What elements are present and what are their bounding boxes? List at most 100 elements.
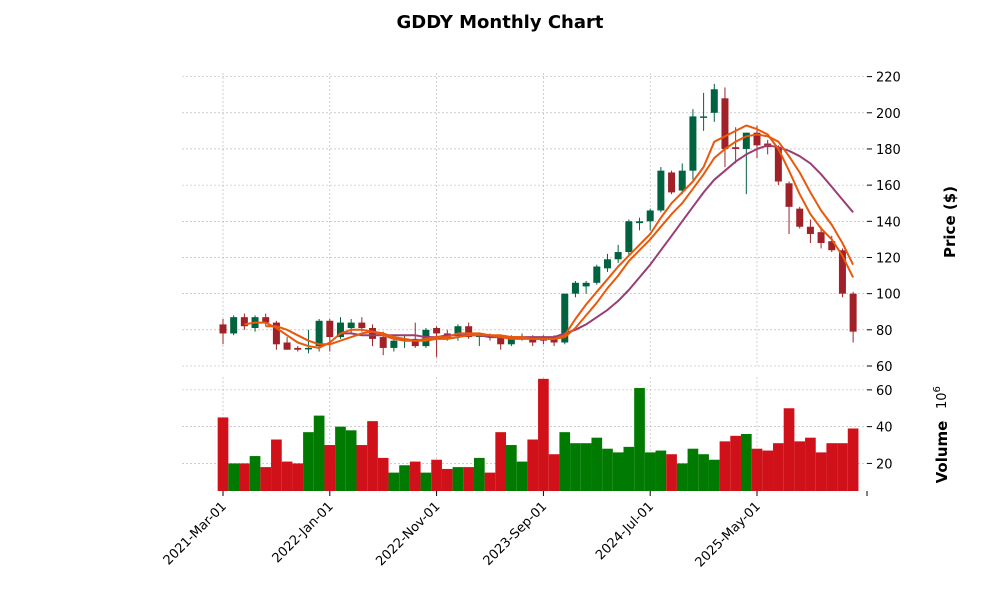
candle-body <box>358 322 366 329</box>
volume-bar <box>420 472 432 491</box>
price-tick-label: 140 <box>876 215 901 230</box>
volume-bar <box>303 432 314 491</box>
volume-bar <box>506 445 517 491</box>
volume-tick-label: 20 <box>876 457 893 472</box>
price-tick-label: 120 <box>876 251 901 266</box>
candle-body <box>240 317 248 327</box>
price-axis-ticks: 60 80 100 120 140 160 180 200 220 <box>867 71 901 375</box>
volume-bar <box>495 432 507 491</box>
volume-bar <box>463 467 474 491</box>
candle-body <box>603 259 611 269</box>
candle-body <box>721 98 729 149</box>
date-tick-label: 2022-Nov-01 <box>373 499 443 569</box>
candle-body <box>710 89 718 113</box>
volume-bar <box>271 439 282 491</box>
volume-bar <box>473 457 485 491</box>
price-tick-label: 100 <box>876 288 901 303</box>
candle-body <box>230 317 238 334</box>
volume-bar <box>687 448 699 491</box>
price-tick-label: 160 <box>876 179 901 194</box>
candle-body <box>657 170 665 211</box>
date-tick-label: 2022-Jan-01 <box>270 499 337 566</box>
volume-bar <box>548 454 560 491</box>
volume-bar <box>805 437 816 491</box>
volume-bar <box>602 448 613 491</box>
volume-bar <box>559 432 571 491</box>
volume-bar <box>484 472 496 491</box>
candle-body <box>219 324 227 334</box>
volume-bar <box>538 378 549 491</box>
volume-bar <box>719 441 731 491</box>
volume-bar <box>441 468 453 491</box>
volume-bar <box>612 452 624 491</box>
volume-bar <box>826 443 838 491</box>
price-tick-label: 200 <box>876 107 901 122</box>
candle-body <box>507 338 515 345</box>
date-axis-ticks: 2021-Mar-01 2022-Jan-01 2022-Nov-01 2023-Se… <box>161 491 868 570</box>
candle-body <box>817 232 825 244</box>
candle-body <box>454 326 462 334</box>
date-tick-label: 2024-Jul-01 <box>593 499 657 563</box>
candle-body <box>678 170 686 191</box>
volume-bar <box>623 446 635 491</box>
candle-body <box>347 322 355 329</box>
price-panel: 60 80 100 120 140 160 180 200 220 Price ($) <box>182 71 959 375</box>
volume-bar <box>570 443 581 491</box>
candle-body <box>636 221 644 224</box>
volume-bar <box>655 450 667 491</box>
candle-body <box>796 208 804 227</box>
candle-body <box>561 293 569 343</box>
candle-body <box>433 328 441 334</box>
candle-body <box>732 147 740 149</box>
candle-body <box>465 326 473 338</box>
volume-bar <box>580 443 592 491</box>
chart-title: GDDY Monthly Chart <box>397 12 604 33</box>
volume-bar <box>762 450 774 491</box>
candle-body <box>838 250 846 294</box>
candle-body <box>369 328 377 339</box>
volume-exponent-label: 106 <box>932 386 950 409</box>
volume-axis-title: Volume <box>933 421 951 484</box>
volume-bar <box>815 452 827 491</box>
volume-bar <box>335 426 346 491</box>
volume-bar <box>634 388 645 491</box>
volume-bar <box>847 428 859 491</box>
candle-body <box>646 210 654 222</box>
volume-bars <box>217 378 859 491</box>
volume-bar <box>324 445 336 491</box>
candle-body <box>700 116 708 118</box>
moving-average-long-line <box>340 144 854 339</box>
volume-bar <box>260 467 272 491</box>
volume-bar <box>773 443 784 491</box>
volume-bar <box>751 448 763 491</box>
volume-bar <box>409 461 421 491</box>
volume-bar <box>345 430 357 491</box>
volume-bar <box>708 459 720 491</box>
volume-bar <box>377 457 389 491</box>
candle-body <box>806 226 814 234</box>
volume-bar <box>388 472 400 491</box>
volume-bar <box>431 459 442 491</box>
candle-body <box>336 322 344 338</box>
volume-bar <box>356 445 368 491</box>
volume-bar <box>666 454 677 491</box>
candle-body <box>529 338 537 343</box>
candle-body <box>753 132 761 146</box>
price-gridlines <box>182 73 867 367</box>
volume-bar <box>527 439 539 491</box>
volume-bar <box>676 463 688 491</box>
moving-average-lines <box>244 124 854 349</box>
candle-body <box>379 337 387 348</box>
volume-tick-label: 60 <box>876 384 893 399</box>
date-tick-label: 2025-May-01 <box>693 499 764 570</box>
volume-bar <box>292 463 304 491</box>
candle-body <box>625 221 633 253</box>
candle-body <box>571 282 579 294</box>
price-tick-label: 80 <box>876 324 893 339</box>
volume-bar <box>783 408 795 491</box>
price-tick-label: 180 <box>876 143 901 158</box>
candle-body <box>785 183 793 207</box>
candle-body <box>689 116 697 171</box>
volume-bar <box>452 467 464 491</box>
